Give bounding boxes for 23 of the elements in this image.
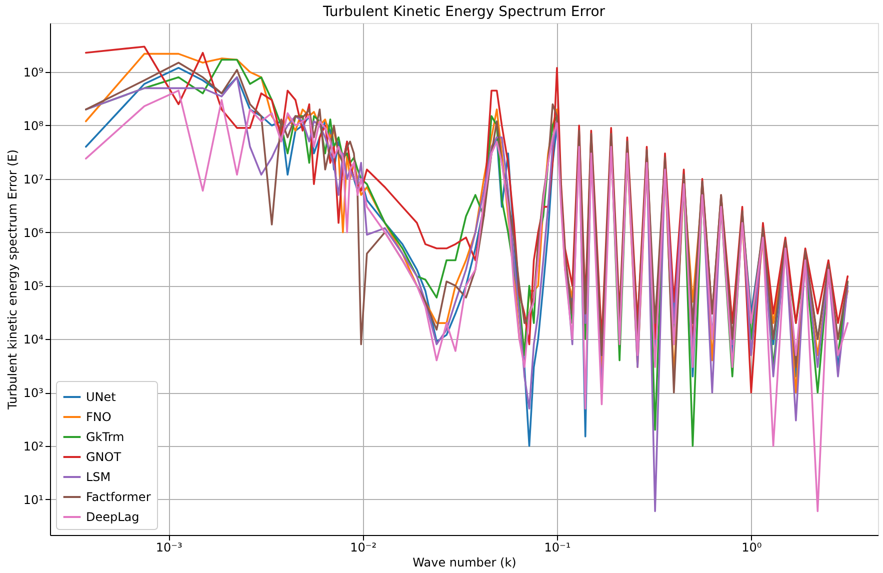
y-tick-label: 10¹ — [23, 492, 44, 507]
x-tick-label: 10⁻² — [350, 540, 377, 554]
legend-label: LSM — [86, 470, 111, 484]
legend-label: Factformer — [86, 490, 151, 504]
x-axis-title: Wave number (k) — [412, 556, 516, 570]
y-tick-label: 10⁵ — [23, 279, 44, 294]
x-tick-label: 10⁻¹ — [544, 540, 571, 554]
y-tick-label: 10⁴ — [23, 332, 44, 347]
x-tick-label: 10⁻³ — [156, 540, 183, 554]
legend-label: GNOT — [86, 450, 122, 464]
legend-label: FNO — [86, 410, 112, 424]
y-tick-label: 10⁷ — [23, 172, 44, 186]
chart-title: Turbulent Kinetic Energy Spectrum Error — [322, 4, 606, 20]
legend-label: DeepLag — [86, 510, 140, 524]
y-tick-label: 10⁸ — [23, 118, 44, 133]
legend-label: UNet — [86, 390, 116, 404]
legend-label: GkTrm — [86, 430, 124, 444]
y-tick-label: 10⁹ — [23, 66, 44, 80]
y-tick-label: 10² — [23, 439, 44, 454]
y-tick-label: 10⁶ — [23, 226, 44, 240]
x-tick-label: 10⁰ — [742, 540, 762, 554]
y-tick-label: 10³ — [23, 386, 44, 400]
y-axis-title: Turbulent kinetic energy spectrum Error (E) — [5, 149, 20, 411]
